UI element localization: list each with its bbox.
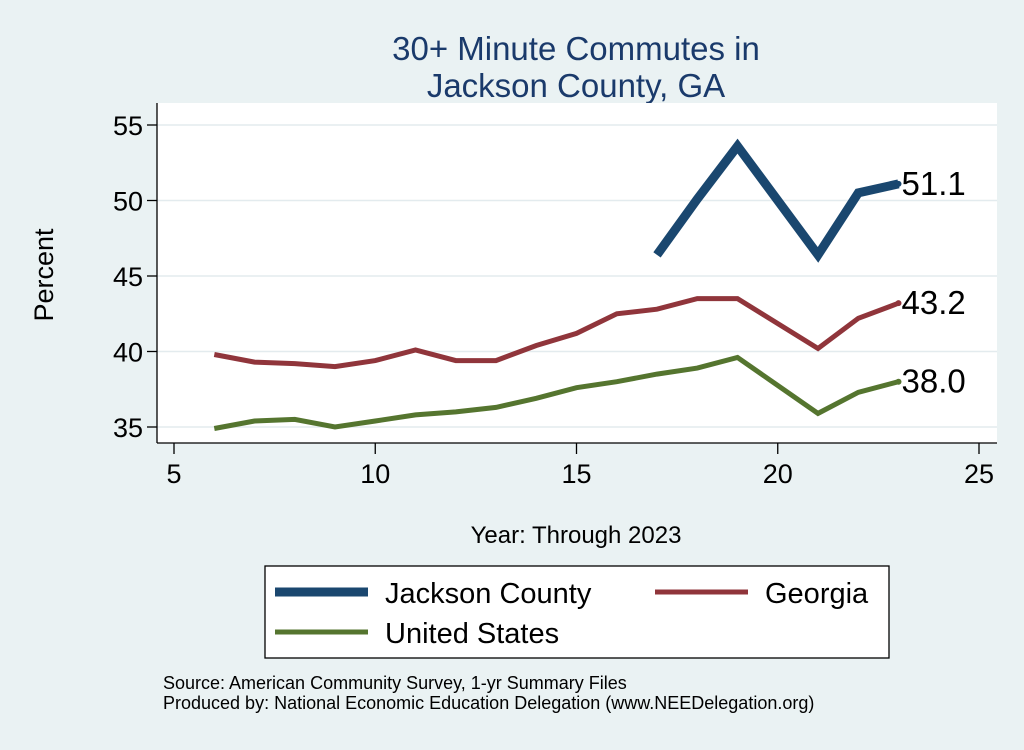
x-tick-label-15: 15 xyxy=(561,459,591,489)
x-tick-label-5: 5 xyxy=(166,459,181,489)
y-tick-label-35: 35 xyxy=(113,413,143,443)
end-label-united-states: 38.0 xyxy=(902,363,966,400)
y-tick-label-40: 40 xyxy=(113,338,143,368)
legend-label-georgia: Georgia xyxy=(765,578,869,610)
chart-title-line-2: Jackson County, GA xyxy=(427,67,725,104)
x-tick-label-20: 20 xyxy=(763,459,793,489)
y-tick-label-55: 55 xyxy=(113,111,143,141)
x-tick-label-25: 25 xyxy=(964,459,994,489)
y-axis-title: Percent xyxy=(29,228,59,322)
x-tick-label-10: 10 xyxy=(360,459,390,489)
producer-note: Produced by: National Economic Education… xyxy=(163,693,814,713)
plot-area xyxy=(157,103,997,443)
y-tick-label-45: 45 xyxy=(113,262,143,292)
y-tick-label-50: 50 xyxy=(113,187,143,217)
source-note: Source: American Community Survey, 1-yr … xyxy=(163,673,627,693)
end-label-jackson-county: 51.1 xyxy=(902,165,966,202)
x-axis-title: Year: Through 2023 xyxy=(471,522,682,549)
legend-label-united-states: United States xyxy=(385,618,559,650)
chart-title-line-1: 30+ Minute Commutes in xyxy=(392,30,760,67)
legend-label-jackson-county: Jackson County xyxy=(385,578,592,610)
end-label-georgia: 43.2 xyxy=(902,284,966,321)
